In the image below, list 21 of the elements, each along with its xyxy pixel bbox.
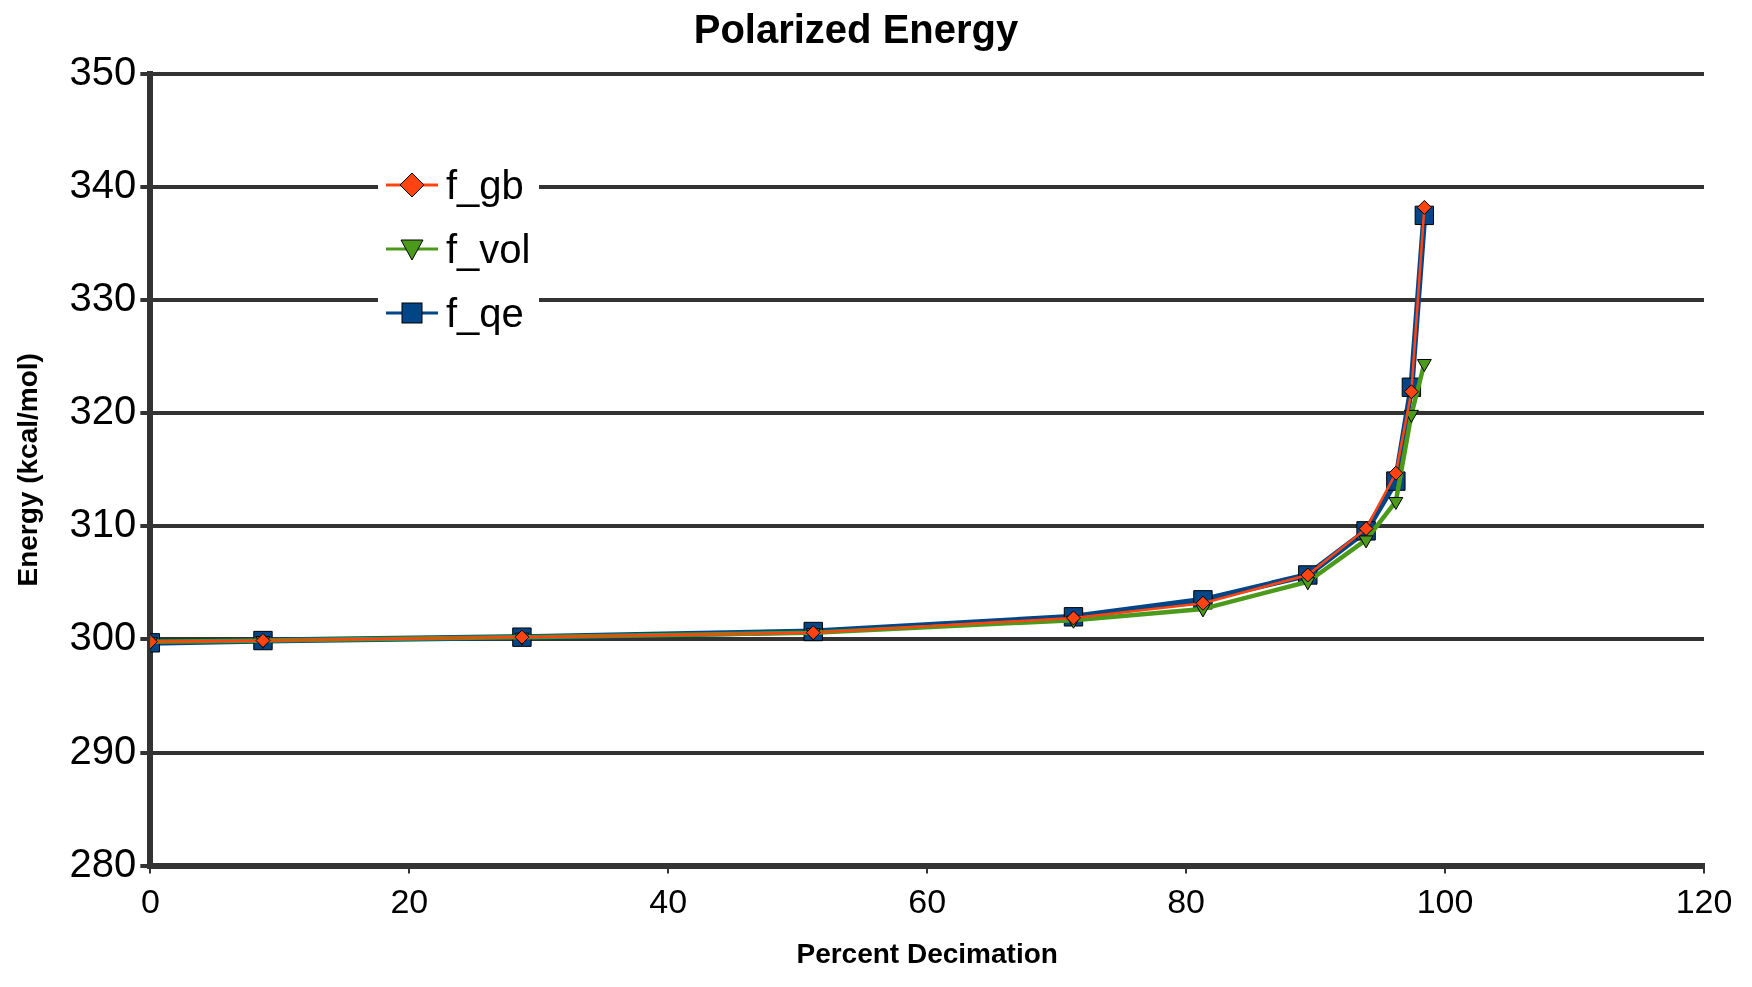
legend-label: f_gb (446, 162, 524, 208)
x-tick-label: 100 (1416, 882, 1474, 921)
y-tick-label: 280 (69, 840, 137, 885)
y-axis-title: Energy (kcal/mol) (11, 353, 43, 587)
x-tick-label: 20 (390, 882, 429, 921)
x-axis-title: Percent Decimation (796, 937, 1058, 969)
x-tick-label: 0 (140, 882, 160, 921)
y-tick-label: 350 (69, 49, 137, 94)
x-tick-label: 60 (908, 882, 947, 921)
y-tick-label: 320 (69, 388, 137, 433)
y-tick-label: 300 (69, 614, 137, 659)
y-tick-label: 340 (69, 162, 137, 207)
x-tick-label: 120 (1675, 882, 1733, 921)
y-tick-label: 290 (69, 727, 137, 772)
x-tick-label: 40 (649, 882, 688, 921)
chart-title: Polarized Energy (693, 7, 1020, 52)
legend-label: f_qe (446, 290, 524, 336)
x-tick-label: 80 (1167, 882, 1206, 921)
legend-label: f_vol (446, 226, 531, 272)
y-tick-label: 330 (69, 275, 137, 320)
y-tick-label: 310 (69, 501, 137, 546)
